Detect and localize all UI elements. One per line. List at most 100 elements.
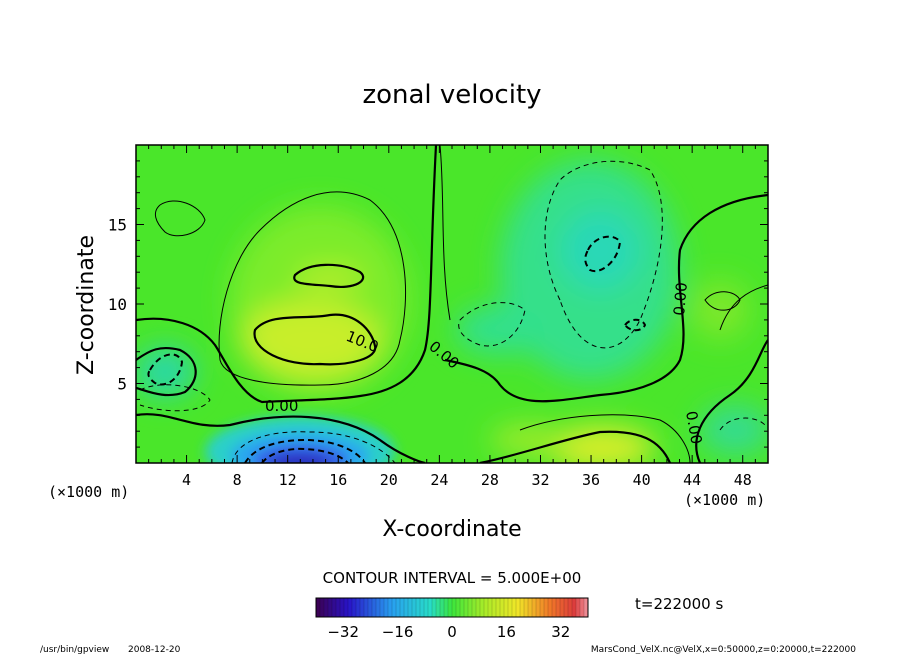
colorbar-swatch <box>324 598 329 617</box>
colorbar-swatch <box>332 598 337 617</box>
negative-contour <box>261 447 349 463</box>
colorbar-swatch <box>380 598 385 617</box>
colorbar-swatch <box>560 598 565 617</box>
colorbar-swatch <box>416 598 421 617</box>
y-axis: 5 10 15 <box>108 160 768 448</box>
colorbar-swatch <box>532 598 537 617</box>
colorbar-swatch <box>424 598 429 617</box>
colorbar-swatch <box>496 598 501 617</box>
colorbar-swatch <box>360 598 365 617</box>
positive-contour <box>704 291 741 311</box>
colorbar-swatch <box>552 598 557 617</box>
x-tick-label: 36 <box>582 471 600 489</box>
x-tick-label: 4 <box>182 471 191 489</box>
colorbar-swatch <box>368 598 373 617</box>
colorbar-swatch <box>544 598 549 617</box>
colorbar-swatch <box>408 598 413 617</box>
contour-label: 0.00 <box>682 410 706 446</box>
colorbar-swatch <box>572 598 577 617</box>
colorbar-swatch <box>504 598 509 617</box>
colorbar-frame <box>315 597 589 618</box>
negative-contour <box>139 384 211 412</box>
y-tick-label: 5 <box>117 375 127 394</box>
colorbar-swatch <box>400 598 405 617</box>
colorbar-swatch <box>404 598 409 617</box>
colorbar-swatch <box>428 598 433 617</box>
colorbar-tick-label: 32 <box>551 623 570 641</box>
colorbar-swatch <box>396 598 401 617</box>
negative-contour <box>544 160 663 349</box>
negative-contour <box>231 431 396 463</box>
colorbar-swatch <box>460 598 465 617</box>
colorbar-swatch <box>500 598 505 617</box>
colorbar-ticks: −32 −16 0 16 32 <box>327 623 570 641</box>
y-tick-label: 15 <box>108 216 127 235</box>
colorbar-swatch <box>576 598 581 617</box>
colorbar-swatch <box>536 598 541 617</box>
colorbar-swatch <box>316 598 321 617</box>
x-tick-label: 48 <box>734 471 752 489</box>
x-tick-label: 16 <box>329 471 347 489</box>
x-tick-label: 40 <box>633 471 651 489</box>
contour-interval-label: CONTOUR INTERVAL = 5.000E+00 <box>323 569 582 587</box>
negative-contour <box>147 353 184 386</box>
footer-date: 2008-12-20 <box>128 645 181 654</box>
positive-contour <box>719 284 768 331</box>
colorbar-swatch <box>540 598 545 617</box>
colorbar-swatch <box>520 598 525 617</box>
chart-title: zonal velocity <box>362 80 541 110</box>
colorbar-swatch <box>328 598 333 617</box>
colorbar-swatch <box>444 598 449 617</box>
colorbar-swatch <box>388 598 393 617</box>
colorbar-swatch <box>584 598 589 617</box>
colorbar-swatch <box>484 598 489 617</box>
zero-contour <box>136 145 438 404</box>
y-axis-label: Z-coordinate <box>74 235 99 375</box>
colorbar-swatch <box>476 598 481 617</box>
colorbar-swatch <box>352 598 357 617</box>
colorbar-swatch <box>412 598 417 617</box>
colorbar-swatch <box>548 598 553 617</box>
colorbar-swatch <box>348 598 353 617</box>
colorbar-swatch <box>508 598 513 617</box>
negative-contour <box>623 318 647 332</box>
footer-program: /usr/bin/gpview <box>40 645 109 654</box>
colorbar-tick-label: −32 <box>327 623 359 641</box>
colorbar-swatch <box>580 598 585 617</box>
x-tick-label: 44 <box>683 471 701 489</box>
colorbar-swatch <box>436 598 441 617</box>
colorbar-swatch <box>364 598 369 617</box>
colorbar-swatch <box>448 598 453 617</box>
x-tick-label: 20 <box>380 471 398 489</box>
colorbar-swatch <box>340 598 345 617</box>
colorbar-swatch <box>376 598 381 617</box>
colorbar-swatch <box>492 598 497 617</box>
negative-contour <box>458 302 526 347</box>
x-unit-left: (×1000 m) <box>48 483 129 501</box>
colorbar-tick-label: −16 <box>382 623 414 641</box>
colorbar-swatch <box>516 598 521 617</box>
colorbar-swatch <box>528 598 533 617</box>
x-tick-label: 12 <box>279 471 297 489</box>
zero-contour <box>136 413 426 463</box>
zero-contour <box>695 339 768 463</box>
contour-lines <box>136 145 768 463</box>
positive-contour <box>293 263 365 288</box>
colorbar <box>315 598 589 617</box>
time-label: t=222000 s <box>635 595 723 613</box>
zero-contour <box>444 193 768 403</box>
colorbar-swatch <box>420 598 425 617</box>
colorbar-swatch <box>432 598 437 617</box>
colorbar-swatch <box>356 598 361 617</box>
heatmap-field <box>136 145 768 463</box>
x-tick-label: 28 <box>481 471 499 489</box>
negative-contour <box>719 417 766 431</box>
colorbar-swatch <box>452 598 457 617</box>
colorbar-swatch <box>464 598 469 617</box>
colorbar-swatch <box>320 598 325 617</box>
colorbar-swatch <box>556 598 561 617</box>
colorbar-swatch <box>372 598 377 617</box>
positive-contour <box>519 414 691 463</box>
positive-contour <box>439 145 451 321</box>
